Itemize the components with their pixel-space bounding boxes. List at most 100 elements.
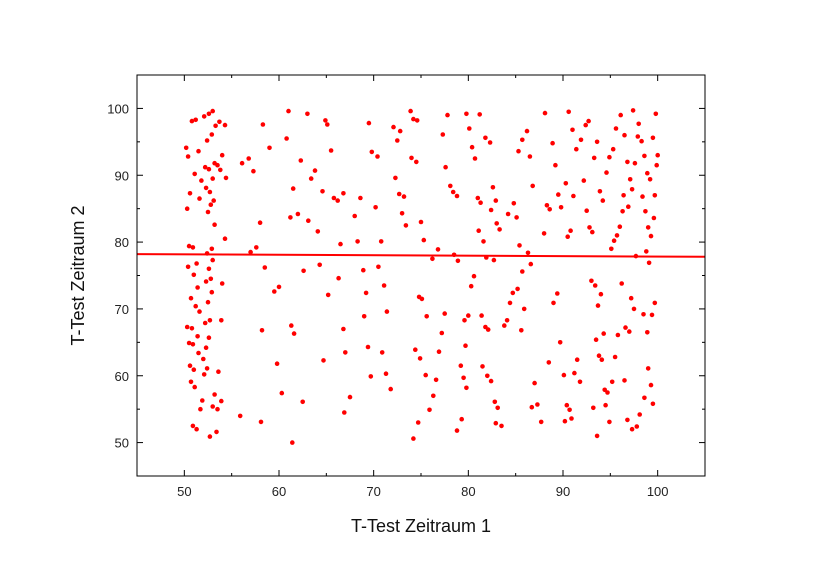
scatter-point [497,227,502,232]
scatter-point [413,347,418,353]
scatter-point [439,330,445,336]
scatter-point [219,152,225,158]
scatter-point [591,155,597,161]
scatter-point [525,250,531,256]
scatter-point [570,127,575,133]
scatter-point [188,379,194,385]
scatter-point [418,219,424,225]
scatter-point [634,424,640,429]
scatter-point [321,358,326,363]
scatter-point [320,189,325,194]
scatter-point [544,203,550,208]
scatter-point [336,275,341,281]
scatter-point [384,309,390,314]
scatter-point [459,416,465,422]
scatter-point [651,215,657,221]
scatter-point [640,194,645,199]
scatter-point [492,399,498,405]
scatter-point [193,303,198,309]
scatter-point [186,340,192,346]
scatter-point [561,372,567,378]
scatter-point [381,283,387,288]
scatter-point [295,211,301,217]
scatter-point [458,363,464,369]
scatter-point [487,140,493,145]
scatter-point [343,350,348,355]
scatter-point [358,195,363,201]
scatter-point [204,138,210,143]
scatter-point [219,398,224,404]
scatter-point [239,160,245,166]
scatter-point [195,334,200,339]
scatter-point [538,419,544,425]
scatter-point [403,223,409,228]
axis-ticks: 50 60 70 80 90 100 50 60 70 80 90 100 [107,74,706,499]
scatter-point [553,162,558,168]
scatter-point [581,178,587,183]
scatter-point [455,258,461,264]
scatter-point [499,423,504,429]
scatter-point [260,122,266,127]
scatter-point [632,160,638,166]
scatter-point [645,225,651,230]
scatter-point [218,167,223,173]
scatter-point [604,170,609,175]
scatter-point [267,145,272,151]
scatter-point [190,342,196,347]
scatter-point [368,374,374,379]
y-tick-label: 70 [115,302,129,317]
scatter-point [393,175,398,181]
scatter-point [493,198,499,203]
scatter-point [645,366,651,371]
scatter-point [419,296,425,302]
scatter-point [566,109,571,115]
scatter-point [191,272,197,278]
scatter-point [196,148,201,154]
x-tick-label: 60 [272,484,286,499]
scatter-point [202,164,208,170]
scatter-point [597,189,603,194]
scatter-point [599,357,605,363]
scatter-point [471,273,477,279]
scatter-point [290,440,295,445]
scatter-point [201,356,206,362]
scatter-point [211,198,216,203]
scatter-point [450,189,456,195]
scatter-point [212,392,217,397]
scatter-point [529,404,535,410]
scatter-point [206,166,212,172]
scatter-point [341,191,346,196]
scatter-point [194,261,199,266]
y-tick-label: 50 [115,436,129,451]
scatter-point [435,247,441,252]
scatter-point [196,350,201,356]
x-tick-label: 100 [647,484,669,499]
scatter-point [584,208,589,213]
scatter-point [414,118,420,123]
scatter-point [578,137,584,143]
scatter-point [373,205,378,210]
scatter-point [408,108,413,114]
scatter-point [442,311,448,316]
scatter-point [208,276,214,282]
x-axis-title: T-Test Zeitraum 1 [351,516,491,536]
scatter-point [463,343,468,349]
scatter-point [469,144,475,150]
scatter-point [206,266,212,272]
fit-line-layer [136,253,706,258]
scatter-point [645,170,650,176]
scatter-point [205,209,211,215]
scatter-point [493,420,499,426]
scatter-point [546,360,552,365]
scatter-point [183,145,189,151]
scatter-point [443,164,448,170]
scatter-point [409,155,414,161]
scatter-point [485,327,491,332]
scatter-point [308,176,314,181]
scatter-point [622,132,627,138]
scatter-point [190,423,196,429]
scatter-point [467,126,472,131]
scatter-point [325,122,330,127]
scatter-point [519,328,524,333]
